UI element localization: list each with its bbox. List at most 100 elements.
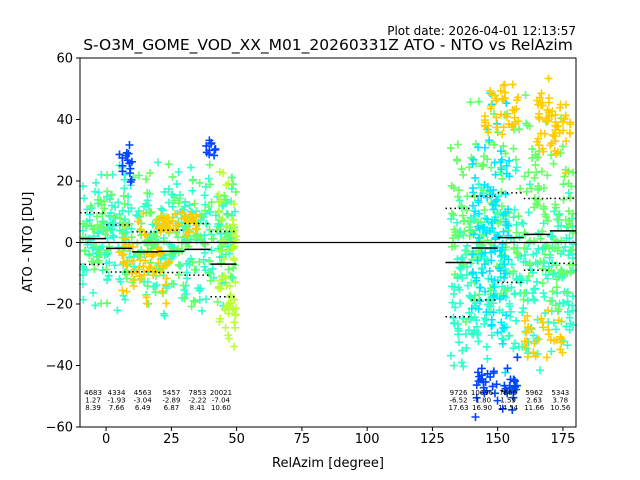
scatter-point <box>160 187 169 196</box>
scatter-point <box>497 165 506 174</box>
scatter-point <box>480 223 489 232</box>
y-axis: −60 −40 −20 0 20 40 60 <box>46 52 80 436</box>
bin-stat-label: 5962 <box>525 389 543 397</box>
bin-stat-label: 7853 <box>189 389 207 397</box>
scatter-point <box>204 174 213 183</box>
scatter-point <box>458 211 467 220</box>
scatter-point <box>222 209 231 218</box>
scatter-point <box>522 328 531 337</box>
scatter-point <box>503 364 512 373</box>
scatter-point <box>463 216 472 225</box>
scatter-point <box>101 230 110 239</box>
scatter-point <box>128 257 137 266</box>
scatter-point <box>552 261 561 270</box>
scatter-point <box>207 198 216 207</box>
scatter-point <box>516 184 525 193</box>
scatter-point <box>490 389 499 398</box>
scatter-point <box>180 294 189 303</box>
scatter-point <box>548 287 557 296</box>
scatter-point <box>489 185 498 194</box>
scatter-point <box>562 137 571 146</box>
scatter-point <box>103 299 112 308</box>
scatter-point <box>488 382 497 391</box>
scatter-point <box>480 205 489 214</box>
scatter-point <box>124 242 133 251</box>
scatter-point <box>524 168 533 177</box>
scatter-point <box>497 251 506 260</box>
scatter-point <box>173 233 182 242</box>
scatter-point <box>457 201 466 210</box>
scatter-point <box>183 216 192 225</box>
scatter-point <box>536 257 545 266</box>
scatter-point <box>151 219 160 228</box>
scatter-point <box>120 175 129 184</box>
scatter-point <box>468 250 477 259</box>
bin-stat-label: 4334 <box>108 389 126 397</box>
bin-stat-label: 7666 <box>499 389 517 397</box>
scatter-point <box>449 361 458 370</box>
scatter-point <box>114 198 123 207</box>
scatter-point <box>447 181 456 190</box>
scatter-point <box>94 195 103 204</box>
scatter-point <box>486 87 495 96</box>
scatter-point <box>554 316 563 325</box>
scatter-point <box>174 220 183 229</box>
scatter-point <box>171 209 180 218</box>
scatter-point <box>469 230 478 239</box>
scatter-point <box>533 96 542 105</box>
bin-stat-label: 8.41 <box>190 404 206 412</box>
scatter-point <box>537 89 546 98</box>
scatter-point <box>540 293 549 302</box>
scatter-point <box>465 231 474 240</box>
scatter-point <box>565 313 574 322</box>
scatter-point <box>92 242 101 251</box>
scatter-point <box>533 315 542 324</box>
scatter-point <box>568 254 577 263</box>
scatter-point <box>80 247 89 256</box>
scatter-point <box>509 375 518 384</box>
scatter-point <box>227 173 236 182</box>
scatter-point <box>213 297 222 306</box>
scatter-point <box>487 91 496 100</box>
scatter-point <box>124 149 133 158</box>
scatter-point <box>538 264 547 273</box>
scatter-point <box>546 297 555 306</box>
scatter-point <box>196 232 205 241</box>
scatter-point <box>220 191 229 200</box>
scatter-point <box>519 219 528 228</box>
scatter-point <box>160 261 169 270</box>
scatter-point <box>219 168 228 177</box>
scatter-point <box>456 299 465 308</box>
scatter-point <box>459 260 468 269</box>
scatter-point <box>121 270 130 279</box>
scatter-point <box>150 240 159 249</box>
scatter-point <box>509 387 518 396</box>
scatter-point <box>215 247 224 256</box>
scatter-point <box>481 287 490 296</box>
scatter-point <box>188 176 197 185</box>
scatter-point <box>566 118 575 127</box>
scatter-point <box>449 211 458 220</box>
x-tick-label: 50 <box>228 432 245 447</box>
scatter-point <box>543 171 552 180</box>
scatter-point <box>558 142 567 151</box>
bin-stat-label: 11.66 <box>524 404 545 412</box>
scatter-point <box>483 354 492 363</box>
scatter-point <box>555 128 564 137</box>
scatter-point <box>171 227 180 236</box>
bin-stat-label: -3.04 <box>134 397 153 405</box>
scatter-point <box>509 344 518 353</box>
scatter-points <box>79 74 577 421</box>
scatter-point <box>502 239 511 248</box>
scatter-point <box>463 247 472 256</box>
scatter-point <box>462 206 471 215</box>
scatter-point <box>467 304 476 313</box>
scatter-point <box>474 97 483 106</box>
scatter-point <box>477 162 486 171</box>
scatter-point <box>534 141 543 150</box>
scatter-point <box>168 172 177 181</box>
scatter-point <box>119 250 128 259</box>
scatter-point <box>222 281 231 290</box>
scatter-point <box>205 150 214 159</box>
scatter-point <box>550 132 559 141</box>
